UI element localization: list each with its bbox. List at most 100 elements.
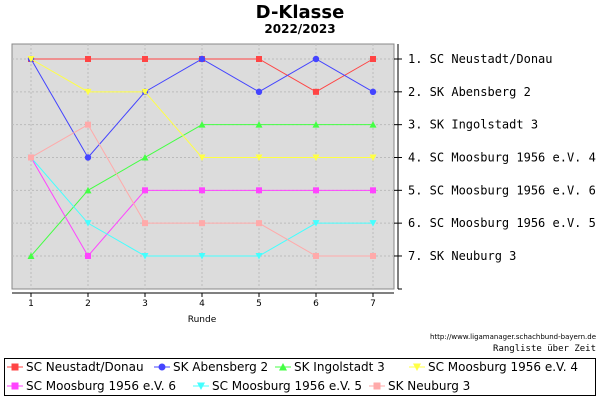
data-point <box>142 220 148 227</box>
series <box>27 56 377 161</box>
data-point <box>255 252 263 260</box>
legend-item: SK Ingolstadt 3 <box>275 359 385 375</box>
data-point <box>84 154 92 161</box>
legend-item: SK Abensberg 2 <box>154 359 268 375</box>
data-point <box>84 186 92 194</box>
legend-swatch-marker <box>373 382 381 390</box>
series <box>28 121 376 259</box>
ranking-label: 3. SK Ingolstadt 3 <box>408 118 538 132</box>
data-point <box>141 252 149 260</box>
legend-swatch <box>193 382 209 390</box>
data-point <box>370 56 376 62</box>
x-tick-label: 2 <box>85 299 91 309</box>
legend-swatch-marker <box>279 363 287 371</box>
x-axis-label: Runde <box>188 315 217 325</box>
legend-item: SC Moosburg 1956 e.V. 6 <box>7 378 176 394</box>
legend-swatch <box>7 363 23 371</box>
ranking-label: 1. SC Neustadt/Donau <box>408 52 553 66</box>
legend-swatch <box>409 363 425 371</box>
data-point <box>28 154 34 161</box>
legend-swatch-marker <box>413 363 421 371</box>
data-point <box>27 56 35 63</box>
x-tick-label: 1 <box>28 299 34 309</box>
legend-item: SC Moosburg 1956 e.V. 5 <box>193 378 362 394</box>
data-point <box>198 252 206 260</box>
legend-swatch-marker <box>158 363 166 371</box>
legend-label: SC Moosburg 1956 e.V. 6 <box>26 379 176 393</box>
legend-label: SC Moosburg 1956 e.V. 4 <box>428 360 578 374</box>
x-tick-label: 6 <box>313 299 319 309</box>
legend-swatch-marker <box>11 363 19 371</box>
data-point <box>369 121 377 128</box>
data-point <box>198 121 206 128</box>
legend-swatch <box>7 382 23 390</box>
data-point <box>313 88 319 95</box>
ranking-label: 7. SK Neuburg 3 <box>408 249 516 263</box>
ranking-labels: 1. SC Neustadt/Donau 2. SK Abensberg 2 3. … <box>408 52 596 263</box>
axes: 1 2 3 4 5 6 7 <box>12 44 402 309</box>
chart-title: D-Klasse <box>255 2 345 23</box>
data-point <box>256 220 262 227</box>
legend-swatch <box>275 363 291 371</box>
data-point <box>255 121 263 128</box>
data-point <box>369 88 377 96</box>
data-point <box>142 56 148 62</box>
data-point <box>313 252 319 259</box>
data-point <box>369 154 377 161</box>
grid <box>12 44 394 289</box>
ranking-label: 6. SC Moosburg 1956 e.V. 5 <box>408 216 596 230</box>
legend-item: SC Moosburg 1956 e.V. 4 <box>409 359 578 375</box>
data-point <box>85 121 91 128</box>
data-point <box>370 252 376 259</box>
chart-caption: Rangliste über Zeit <box>493 344 596 354</box>
legend-label: SK Ingolstadt 3 <box>294 360 385 374</box>
legend-label: SC Neustadt/Donau <box>26 360 144 374</box>
data-point <box>256 56 262 62</box>
ranking-label: 2. SK Abensberg 2 <box>408 85 531 99</box>
data-point <box>198 55 206 63</box>
x-tick-label: 7 <box>370 299 376 309</box>
data-point <box>85 252 91 259</box>
ranking-label: 4. SC Moosburg 1956 e.V. 4 <box>408 150 596 164</box>
ranking-label: 5. SC Moosburg 1956 e.V. 6 <box>408 183 596 197</box>
data-point <box>141 153 149 161</box>
data-point <box>255 154 263 161</box>
series <box>27 154 377 260</box>
legend: SC Neustadt/Donau SK Abensberg 2 SK Ingols… <box>4 358 596 396</box>
data-point <box>369 220 377 227</box>
data-point <box>312 220 320 227</box>
legend-item: SK Neuburg 3 <box>369 378 470 394</box>
data-point <box>312 55 320 63</box>
data-point <box>198 154 206 161</box>
data-point <box>312 121 320 128</box>
data-point <box>27 252 35 259</box>
x-tick-label: 5 <box>256 299 262 309</box>
data-point <box>313 187 319 194</box>
x-tick-label: 4 <box>199 299 205 309</box>
legend-label: SK Neuburg 3 <box>388 379 471 393</box>
data-point <box>85 56 91 62</box>
legend-swatch-marker <box>11 382 19 390</box>
data-point <box>84 88 92 96</box>
chart-subtitle: 2022/2023 <box>264 22 336 36</box>
legend-swatch-marker <box>197 382 205 390</box>
series <box>27 121 377 259</box>
data-point <box>142 187 148 194</box>
series-layer <box>27 55 377 260</box>
data-point <box>256 187 262 194</box>
data-point <box>312 154 320 161</box>
legend-label: SC Moosburg 1956 e.V. 5 <box>212 379 362 393</box>
legend-item: SC Neustadt/Donau <box>7 359 144 375</box>
legend-swatch <box>369 382 385 390</box>
data-point <box>141 88 149 96</box>
source-credit: http://www.ligamanager.schachbund-bayern… <box>429 333 596 341</box>
data-point <box>199 220 205 227</box>
legend-swatch <box>154 363 170 371</box>
data-point <box>199 187 205 194</box>
data-point <box>84 220 92 227</box>
data-point <box>255 88 263 96</box>
data-point <box>370 187 376 194</box>
legend-label: SK Abensberg 2 <box>173 360 269 374</box>
x-tick-label: 3 <box>142 299 148 309</box>
